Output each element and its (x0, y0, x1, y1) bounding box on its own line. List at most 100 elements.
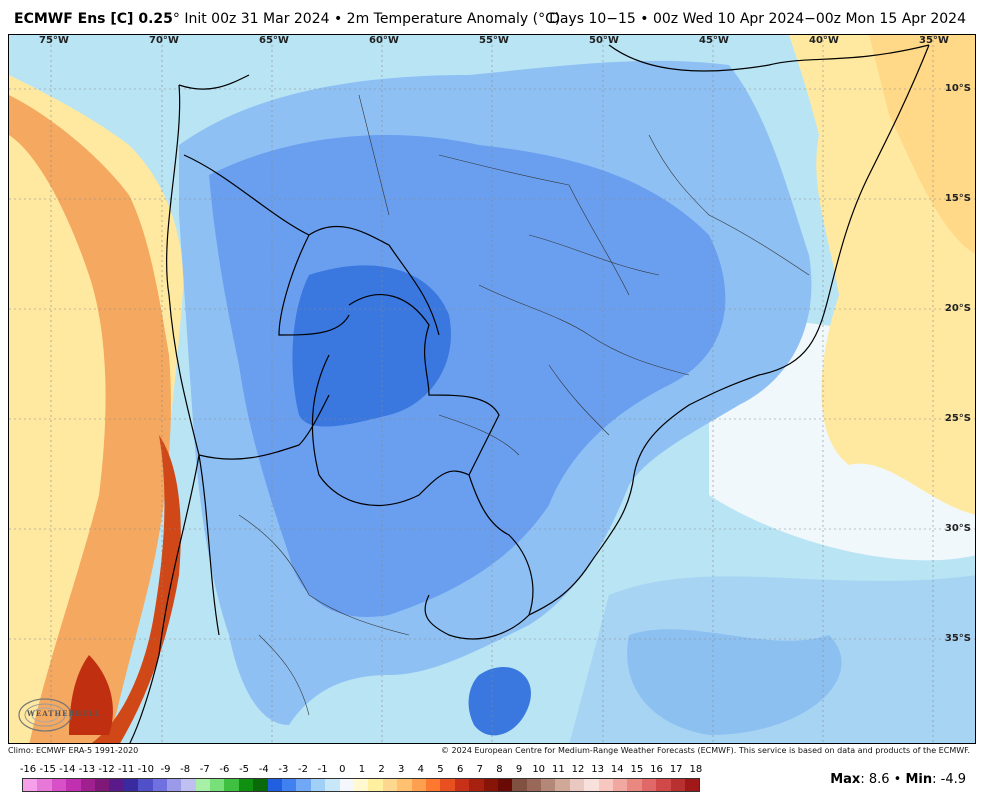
colorbar-tick-label: -14 (59, 764, 76, 775)
colorbar-tick-label: 5 (437, 764, 444, 775)
colorbar-tick-label: -8 (180, 764, 191, 775)
colorbar-swatch (483, 779, 498, 791)
colorbar-tick-label: -9 (160, 764, 171, 775)
lat-label: 10°S (944, 83, 971, 94)
colorbar-swatch (368, 779, 383, 791)
ocean-anomaly-cool-2 (627, 629, 842, 735)
climo-note: Climo: ECMWF ERA-5 1991-2020 (8, 746, 139, 755)
cold-anomaly-inner (209, 135, 726, 617)
colorbar-swatch (555, 779, 570, 791)
colorbar-swatch (51, 779, 67, 791)
colorbar-tick-label: 16 (650, 764, 663, 775)
weatherbell-logo: WEATHERBELL (15, 695, 99, 735)
colorbar-swatch (238, 779, 254, 791)
colorbar-swatch (310, 779, 326, 791)
colorbar-tick-label: 15 (630, 764, 644, 775)
lat-label: 15°S (944, 193, 971, 204)
colorbar-tick-label: 14 (610, 764, 624, 775)
logo-swirl-icon (18, 698, 72, 732)
colorbar-swatch (66, 779, 81, 791)
colorbar-tick-label: 2 (378, 764, 385, 775)
max-value: : 8.6 • (860, 772, 906, 787)
colorbar-tick-label: -13 (78, 764, 96, 775)
colorbar-swatch (569, 779, 585, 791)
colorbar-swatch (411, 779, 426, 791)
header: ECMWF Ens [C] 0.25° Init 00z 31 Mar 2024… (0, 0, 984, 34)
colorbar-tick-label: 4 (417, 764, 425, 775)
max-min-stats: Max: 8.6 • Min: -4.9 (830, 772, 966, 787)
colorbar-swatch (641, 779, 657, 791)
warm-anomaly-east-core (869, 35, 975, 254)
colorbar-tick-label: -11 (118, 764, 135, 775)
lon-label: 65°W (259, 35, 289, 46)
logo-text: WEATHERBELL (27, 709, 101, 718)
colorbar-swatch (598, 779, 614, 791)
state-borders (238, 94, 810, 716)
title-details: ° Init 00z 31 Mar 2024 • 2m Temperature … (172, 11, 561, 27)
lon-label: 45°W (699, 35, 729, 46)
copyright-note: © 2024 European Centre for Medium-Range … (441, 746, 970, 755)
lon-label: 50°W (589, 35, 619, 46)
min-label: Min (905, 772, 933, 787)
colorbar-tick-label: 10 (532, 764, 546, 775)
colorbar-tick-label: -7 (199, 764, 210, 775)
colorbar-tick-label: 12 (571, 764, 585, 775)
colorbar-tick-label: -10 (137, 764, 155, 775)
forecast-period: Days 10−15 • 00z Wed 10 Apr 2024−00z Mon… (549, 11, 966, 27)
colorbar-tick-label: -16 (19, 764, 37, 775)
colorbar-tick-label: -1 (317, 764, 328, 775)
colorbar-tick-label: 11 (551, 764, 565, 775)
colorbar-swatch (339, 779, 354, 791)
cold-anomaly-ocean-core (468, 666, 531, 736)
colorbar-swatch (512, 779, 527, 791)
colorbar-swatch (138, 779, 153, 791)
lon-label: 40°W (809, 35, 839, 46)
anomaly-map[interactable] (9, 35, 976, 744)
colorbar-swatch (282, 779, 297, 791)
colorbar-swatch (267, 779, 283, 791)
colorbar-swatch (469, 779, 484, 791)
colorbar-tick-label: 17 (669, 764, 683, 775)
min-value: : -4.9 (932, 772, 966, 787)
colorbar-tick-label: -6 (219, 764, 230, 775)
colorbar-tick-label: -2 (297, 764, 308, 775)
colorbar-swatch (353, 779, 369, 791)
colorbar-tick-label: 13 (591, 764, 604, 775)
lat-label: 20°S (944, 303, 971, 314)
colorbar-swatch (152, 779, 167, 791)
lon-label: 55°W (479, 35, 509, 46)
lon-label: 75°W (39, 35, 69, 46)
colorbar-tick-label: 0 (339, 764, 346, 775)
map-panel[interactable]: 75°W 70°W 65°W 60°W 55°W 50°W 45°W 40°W … (8, 34, 976, 744)
colorbar-swatch (253, 779, 268, 791)
colorbar-tick-label: 3 (398, 764, 405, 775)
colorbar-swatch (425, 779, 441, 791)
colorbar-tick-label: -4 (258, 764, 269, 775)
lon-label: 35°W (919, 35, 949, 46)
country-borders (129, 44, 930, 743)
colorbar-swatch (23, 779, 38, 791)
colorbar-tick-label: -12 (98, 764, 115, 775)
colorbar-swatch (123, 779, 139, 791)
lat-label: 25°S (944, 413, 971, 424)
colorbar-swatch (526, 779, 542, 791)
colorbar-swatch (325, 779, 340, 791)
max-label: Max (830, 772, 861, 787)
colorbar-swatch (181, 779, 196, 791)
very-hot-anomaly-andes (91, 435, 181, 743)
colorbar-tick-label: -15 (39, 764, 56, 775)
colorbar-swatch (541, 779, 556, 791)
colorbar-swatch (296, 779, 311, 791)
colorbar-swatch (397, 779, 412, 791)
colorbar-swatch (94, 779, 110, 791)
colorbar-swatch (440, 779, 455, 791)
colorbar-tick-label: -3 (278, 764, 289, 775)
colorbar-swatch (382, 779, 398, 791)
colorbar-tick-label: 8 (496, 764, 503, 775)
model-name: ECMWF Ens [C] 0.25 (14, 11, 173, 27)
colorbar-swatch (80, 779, 95, 791)
lat-label: 30°S (944, 523, 971, 534)
map-title: ECMWF Ens [C] 0.25° Init 00z 31 Mar 2024… (14, 11, 560, 27)
colorbar-swatch (195, 779, 211, 791)
colorbar-swatch (584, 779, 599, 791)
